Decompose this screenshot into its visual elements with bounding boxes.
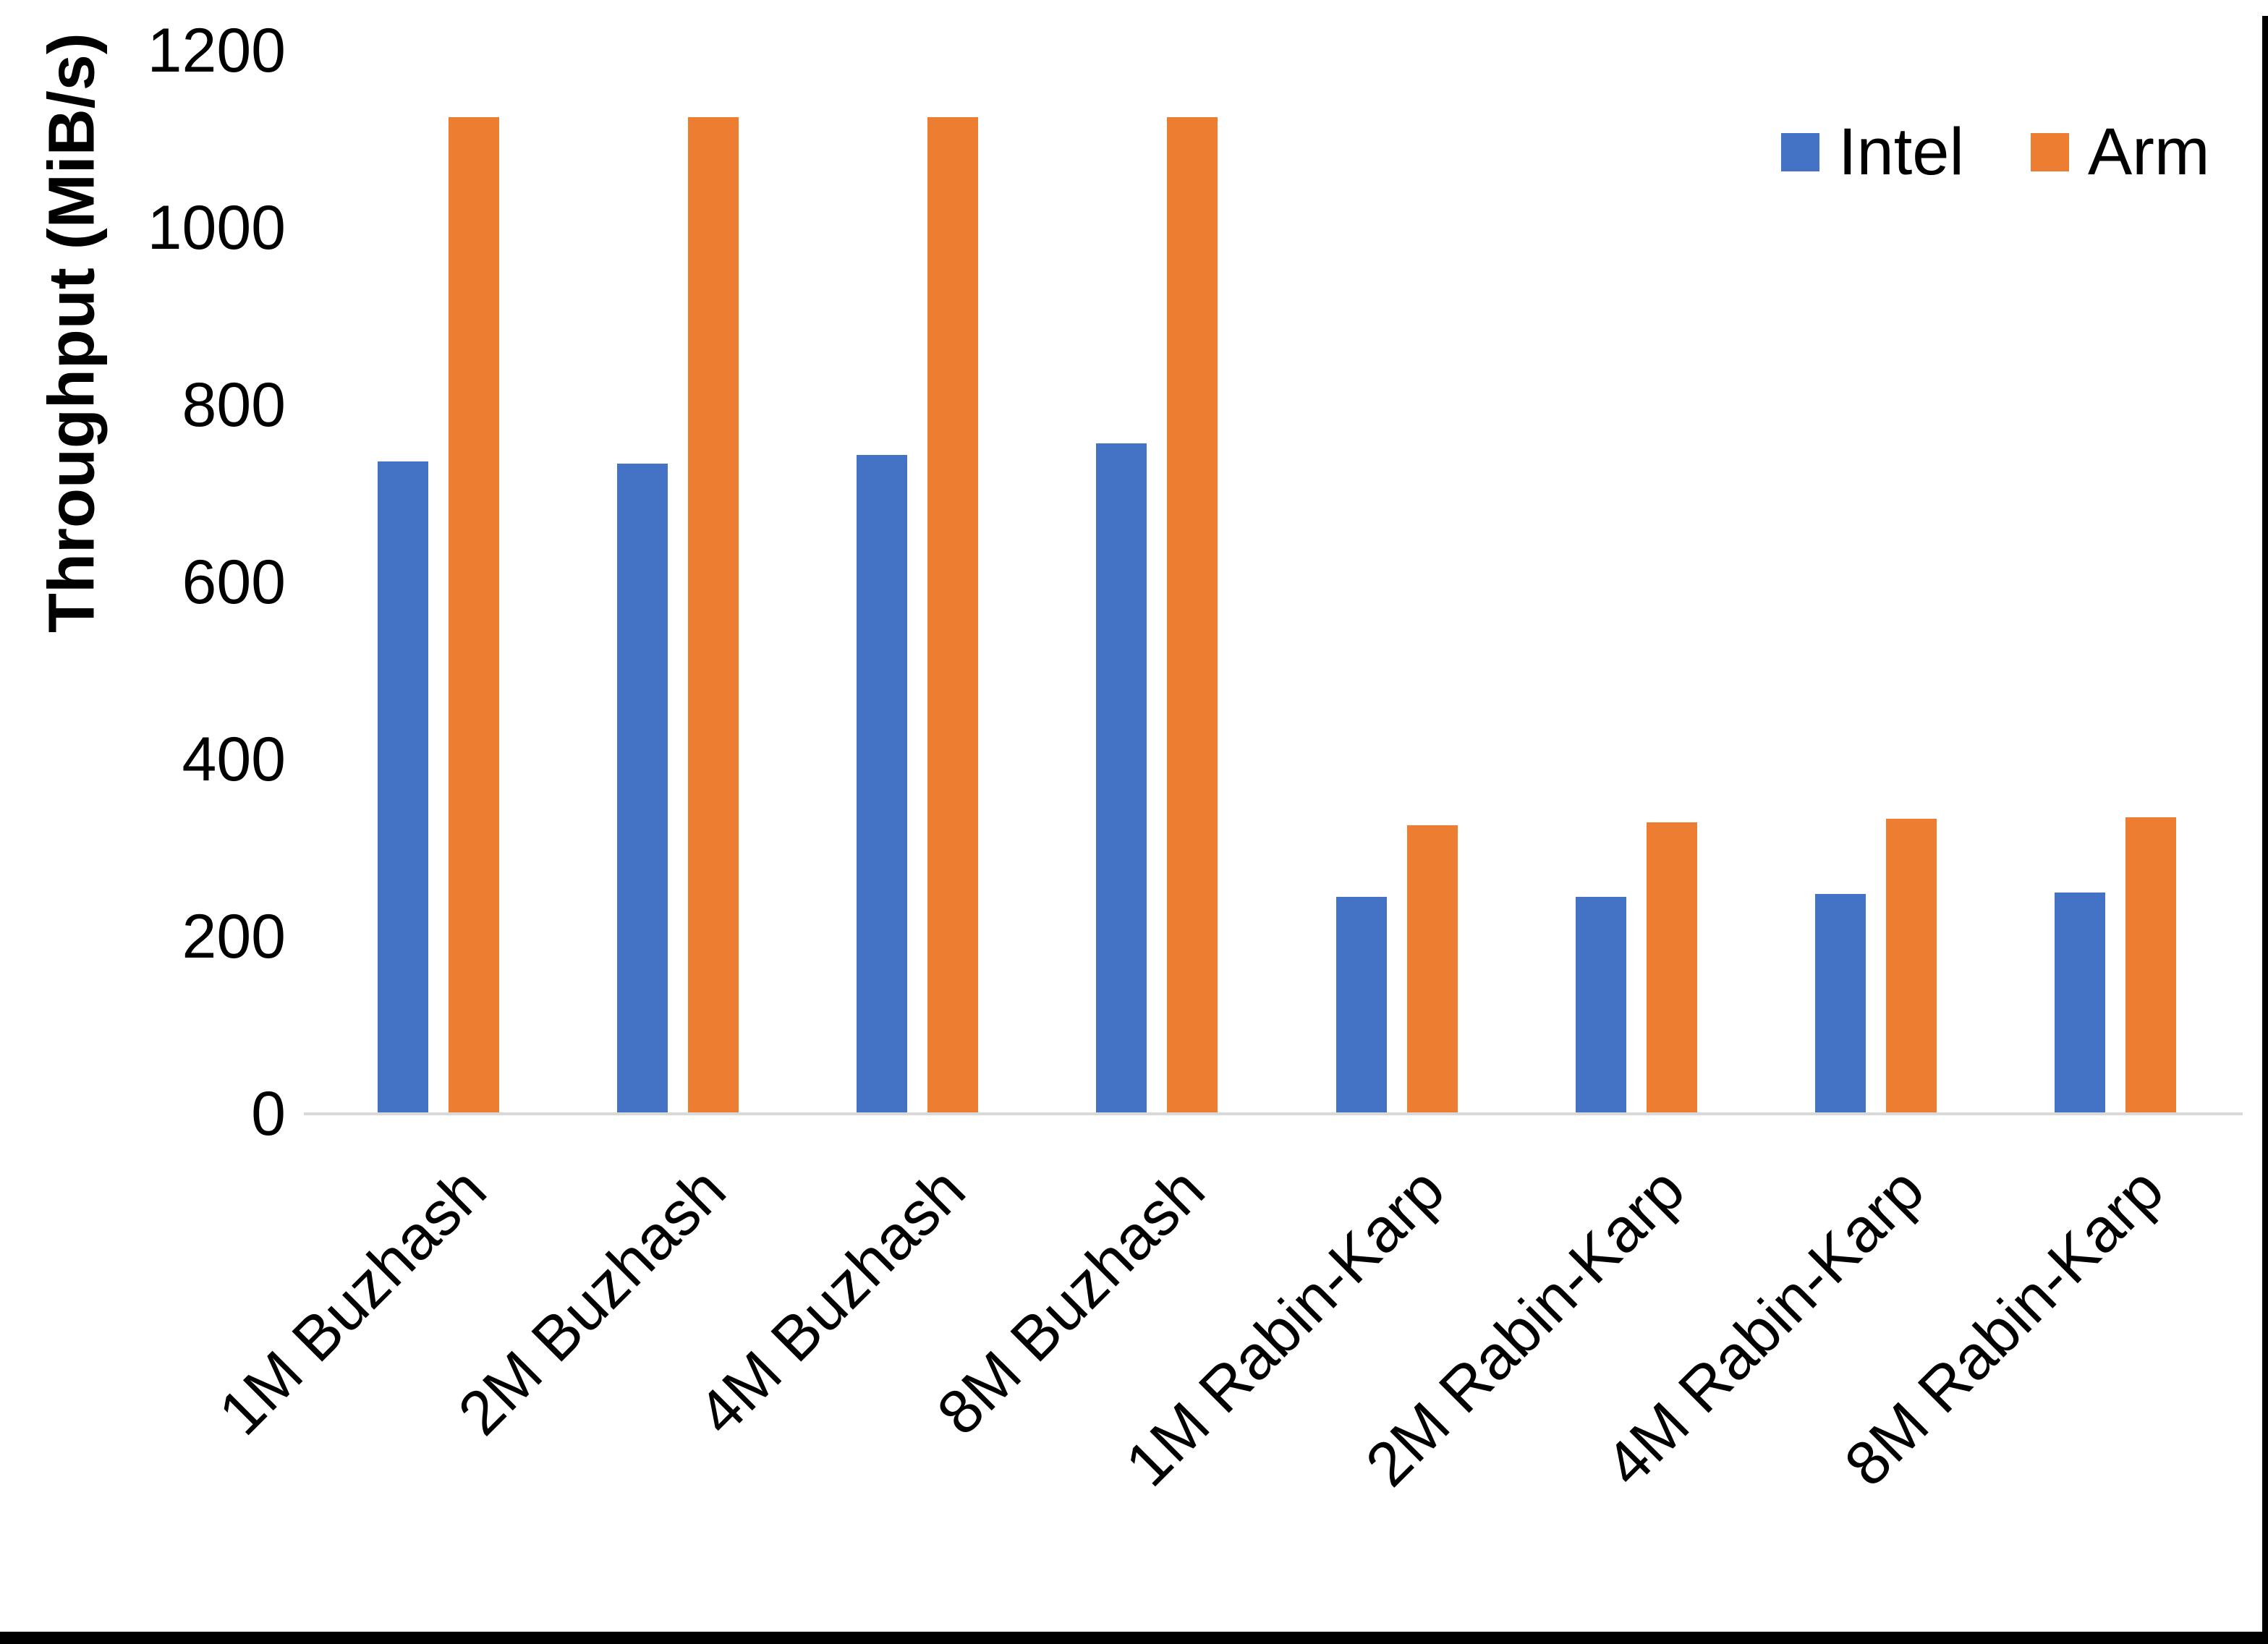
bar-arm-7 [1886, 819, 1937, 1114]
legend-item-arm: Arm [2030, 115, 2210, 189]
y-axis-title-text: Throughput (MiB/s) [35, 33, 109, 633]
bar-arm-6 [1646, 822, 1697, 1114]
bar-group [798, 51, 1037, 1114]
bar-group [558, 51, 797, 1114]
plot-area [304, 51, 2243, 1115]
bar-arm-5 [1406, 825, 1458, 1114]
legend-swatch-arm [2030, 132, 2069, 171]
y-tick-label: 1000 [147, 193, 286, 263]
y-tick-label: 1200 [147, 16, 286, 85]
y-tick-label: 800 [182, 370, 286, 440]
bar-arm-3 [927, 117, 979, 1114]
bar-intel-5 [1335, 897, 1387, 1114]
y-tick-label: 400 [182, 725, 286, 794]
y-tick-label: 600 [182, 548, 286, 617]
page-bottom-border [0, 1632, 2268, 1644]
bar-arm-4 [1167, 117, 1218, 1114]
bar-intel-2 [616, 464, 668, 1114]
y-tick-label: 0 [251, 1079, 286, 1149]
y-axis-title: Throughput (MiB/s) [35, 33, 110, 633]
legend-label-arm: Arm [2087, 115, 2210, 189]
legend-item-intel: Intel [1781, 119, 1964, 185]
bar-intel-1 [377, 461, 428, 1114]
bar-arm-2 [687, 117, 739, 1114]
bar-intel-4 [1096, 443, 1147, 1114]
legend: Intel Arm [1781, 119, 2210, 185]
y-tick-label: 200 [182, 902, 286, 971]
bar-group [1996, 51, 2235, 1114]
page-right-border [2262, 16, 2268, 1644]
bar-arm-8 [2125, 817, 2177, 1114]
bar-intel-8 [2055, 893, 2106, 1114]
bar-group [1757, 51, 1996, 1114]
bar-intel-3 [857, 455, 908, 1114]
bar-intel-6 [1575, 897, 1626, 1114]
bar-group [1277, 51, 1516, 1114]
bar-group [318, 51, 558, 1114]
legend-swatch-intel [1781, 132, 1819, 171]
bar-intel-7 [1815, 894, 1866, 1114]
x-axis-line [304, 1112, 2243, 1115]
bar-groups [318, 51, 2235, 1114]
bar-arm-1 [448, 117, 499, 1114]
bar-group [1037, 51, 1277, 1114]
legend-label-intel: Intel [1838, 115, 1964, 189]
bar-group [1516, 51, 1756, 1114]
